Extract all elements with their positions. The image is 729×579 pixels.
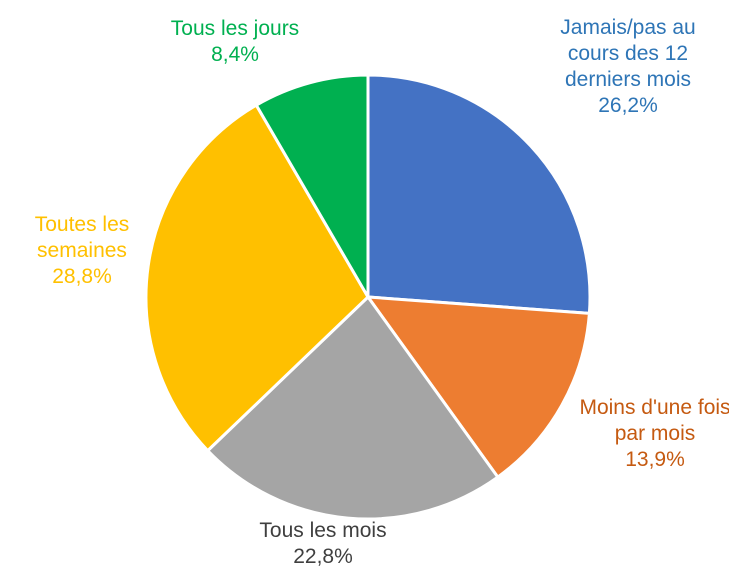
value-label: 26,2% — [598, 94, 658, 117]
category-label: Jamais/pas au cours des 12 derniers mois — [560, 16, 696, 91]
slice-label: Toutes les semaines 28,8% — [7, 212, 157, 290]
category-label: Toutes les semaines — [34, 213, 130, 262]
value-label: 13,9% — [625, 448, 685, 471]
pie-slice — [254, 73, 370, 299]
category-label: Tous les mois — [259, 519, 387, 542]
pie-slice — [206, 295, 500, 521]
pie-slice — [366, 295, 591, 479]
slice-label: Jamais/pas au cours des 12 derniers mois… — [538, 15, 718, 119]
pie-slice — [144, 103, 370, 453]
value-label: 28,8% — [52, 265, 112, 288]
value-label: 8,4% — [211, 43, 259, 66]
category-label: Tous les jours — [170, 17, 300, 40]
slice-label: Moins d'une fois par mois 13,9% — [575, 395, 729, 473]
slice-label: Tous les jours 8,4% — [135, 16, 335, 68]
pie-slice — [366, 73, 592, 315]
value-label: 22,8% — [293, 545, 353, 568]
category-label: Moins d'une fois par mois — [579, 396, 729, 445]
slice-label: Tous les mois 22,8% — [223, 518, 423, 570]
